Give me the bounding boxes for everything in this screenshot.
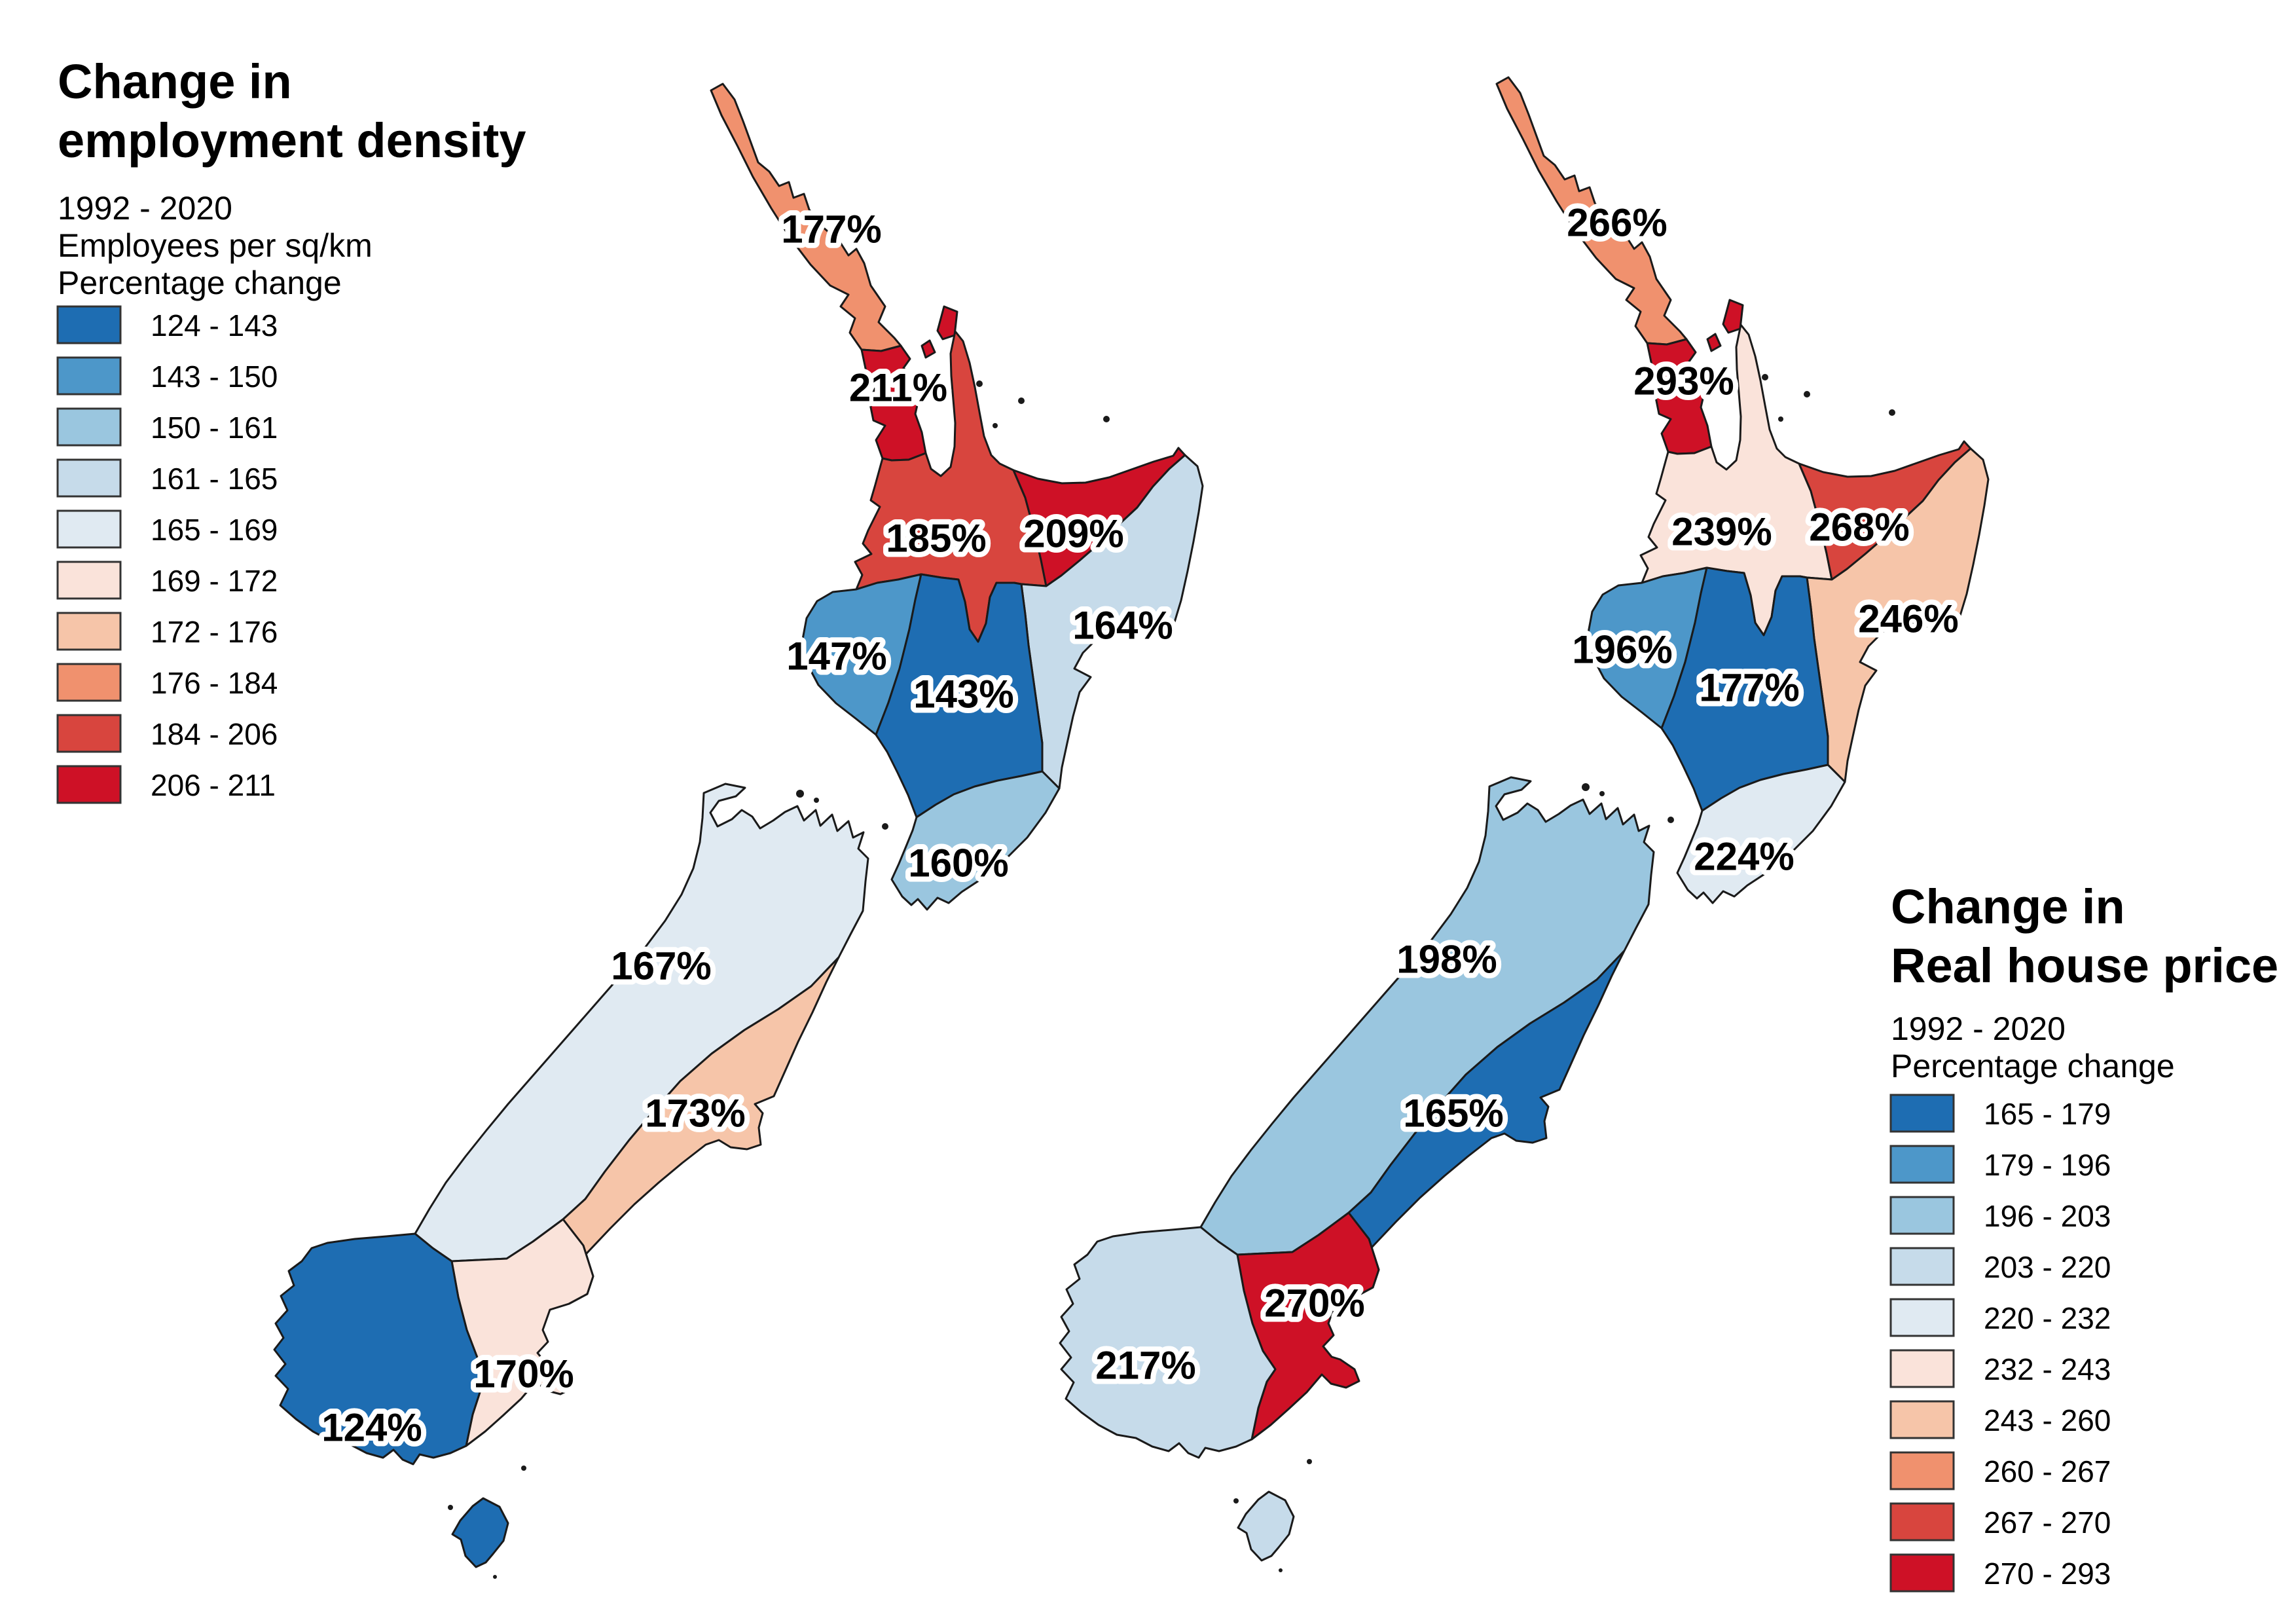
map-label-taranaki: 147% bbox=[786, 635, 886, 678]
legend-period: 1992 - 2020 bbox=[1891, 1010, 2066, 1047]
map-label-gisborne-hawkes-bay: 164% bbox=[1072, 604, 1173, 648]
region-stewart-island bbox=[451, 1497, 509, 1568]
legend-swatch bbox=[1889, 1451, 1955, 1490]
map-label-nelson-west-coast: 198% bbox=[1396, 938, 1497, 982]
legend-range-label: 161 - 165 bbox=[151, 462, 278, 496]
legend-range-label: 243 - 260 bbox=[1984, 1403, 2111, 1437]
legend-range-label: 220 - 232 bbox=[1984, 1301, 2111, 1335]
legend-swatch bbox=[56, 612, 122, 651]
legend-swatch bbox=[56, 509, 122, 549]
legend-range-label: 169 - 172 bbox=[151, 564, 278, 598]
map-label-northland: 177% bbox=[781, 208, 881, 251]
map-label-manawatu-whanganui: 143% bbox=[913, 673, 1013, 716]
map-label-wellington: 160% bbox=[908, 841, 1008, 885]
legend-title-line2: employment density bbox=[58, 113, 526, 168]
map-label-taranaki: 196% bbox=[1572, 628, 1672, 672]
map-label-canterbury: 173% bbox=[645, 1092, 745, 1135]
legend-title-line1: Change in bbox=[1891, 879, 2125, 934]
legend-house-price: Change in Real house price 1992 - 2020 P… bbox=[1889, 879, 2278, 1593]
legend-swatch bbox=[1889, 1502, 1955, 1541]
legend-measure: Percentage change bbox=[58, 265, 342, 301]
map-employment-density: 177% 211% 185% 209% 164% 147% 143% 160% … bbox=[273, 83, 1204, 1579]
legend-swatch bbox=[1889, 1298, 1955, 1337]
map-label-wellington: 224% bbox=[1694, 835, 1794, 879]
legend-range-label: 165 - 179 bbox=[1984, 1097, 2111, 1131]
legend-range-label: 184 - 206 bbox=[151, 717, 278, 751]
legend-swatch bbox=[1889, 1349, 1955, 1388]
legend-range-label: 176 - 184 bbox=[151, 666, 278, 700]
region-auckland-island bbox=[920, 339, 936, 359]
legend-title-line2: Real house price bbox=[1891, 938, 2278, 993]
legend-swatch bbox=[1889, 1400, 1955, 1439]
legend-swatch bbox=[56, 714, 122, 753]
legend-swatch bbox=[1889, 1145, 1955, 1184]
legend-swatch bbox=[56, 561, 122, 600]
region-auckland-island bbox=[1706, 333, 1722, 352]
legend-range-label: 150 - 161 bbox=[151, 411, 278, 445]
map-label-otago: 270% bbox=[1264, 1282, 1364, 1325]
map-label-auckland: 211% bbox=[849, 366, 947, 410]
legend-range-label: 143 - 150 bbox=[151, 360, 278, 394]
legend-swatch bbox=[1889, 1553, 1955, 1593]
legend-range-label: 203 - 220 bbox=[1984, 1250, 2111, 1284]
map-label-nelson-west-coast: 167% bbox=[611, 944, 711, 988]
legend-range-label: 196 - 203 bbox=[1984, 1199, 2111, 1233]
legend-swatch bbox=[56, 356, 122, 396]
map-label-waikato: 239% bbox=[1671, 510, 1772, 554]
legend-swatch bbox=[56, 407, 122, 447]
map-label-bay-of-plenty: 268% bbox=[1809, 506, 1909, 549]
map-label-otago: 170% bbox=[473, 1352, 574, 1396]
map-label-gisborne-hawkes-bay: 246% bbox=[1858, 597, 1958, 641]
map-label-auckland: 293% bbox=[1633, 360, 1734, 403]
legend-range-label: 124 - 143 bbox=[151, 308, 278, 342]
map-label-bay-of-plenty: 209% bbox=[1023, 512, 1123, 556]
map-label-manawatu-whanganui: 177% bbox=[1699, 666, 1799, 710]
map-label-southland: 217% bbox=[1095, 1344, 1195, 1388]
map-label-waikato: 185% bbox=[886, 517, 986, 561]
legend-swatch bbox=[56, 765, 122, 804]
legend-range-label: 232 - 243 bbox=[1984, 1352, 2111, 1386]
legend-range-label: 206 - 211 bbox=[151, 768, 276, 802]
legend-title-line1: Change in bbox=[58, 54, 292, 109]
map-label-canterbury: 165% bbox=[1403, 1092, 1503, 1135]
legend-swatch bbox=[1889, 1094, 1955, 1133]
legend-swatch bbox=[56, 305, 122, 344]
legend-measure: Percentage change bbox=[1891, 1048, 2175, 1084]
legend-unit: Employees per sq/km bbox=[58, 227, 373, 264]
legend-range-label: 172 - 176 bbox=[151, 615, 278, 649]
region-stewart-island bbox=[1237, 1490, 1295, 1562]
map-house-price: 266% 293% 239% 268% 246% 196% 177% 224% … bbox=[1059, 76, 1990, 1572]
legend-range-label: 267 - 270 bbox=[1984, 1505, 2111, 1540]
legend-range-label: 179 - 196 bbox=[1984, 1148, 2111, 1182]
legend-swatch bbox=[1889, 1196, 1955, 1235]
legend-swatch bbox=[56, 458, 122, 498]
map-label-northland: 266% bbox=[1567, 201, 1667, 245]
legend-swatch bbox=[56, 663, 122, 702]
legend-employment-density: Change in employment density 1992 - 2020… bbox=[56, 54, 526, 804]
legend-range-label: 260 - 267 bbox=[1984, 1454, 2111, 1488]
legend-swatch bbox=[1889, 1247, 1955, 1286]
legend-range-label: 270 - 293 bbox=[1984, 1557, 2111, 1591]
legend-range-label: 165 - 169 bbox=[151, 513, 278, 547]
map-label-southland: 124% bbox=[321, 1406, 422, 1450]
legend-period: 1992 - 2020 bbox=[58, 190, 232, 227]
